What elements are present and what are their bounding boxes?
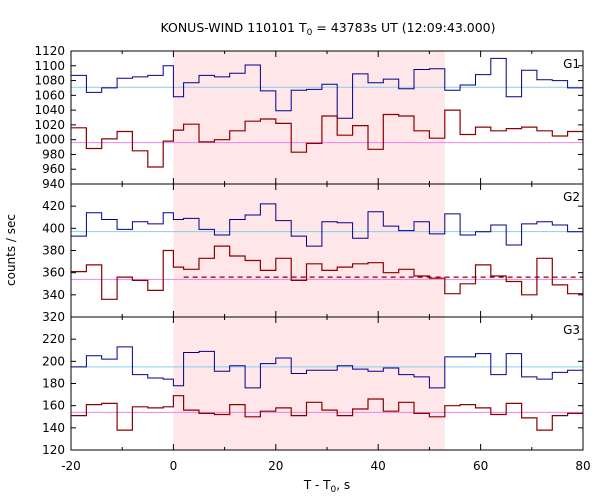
y-tick-label: 1000: [34, 133, 65, 147]
y-tick-label: 220: [42, 332, 65, 346]
chart-title-rest: = 43783s UT (12:09:43.000): [312, 20, 495, 35]
y-tick-label: 180: [42, 377, 65, 391]
x-axis-label-main: T - T: [303, 478, 331, 492]
y-tick-label: 200: [42, 354, 65, 368]
shaded-interval: [173, 51, 445, 450]
y-tick-label: 940: [42, 177, 65, 191]
chart-title-main: KONUS-WIND 110101 T: [160, 20, 306, 35]
panel-label: G3: [563, 323, 580, 337]
y-tick-label: 140: [42, 421, 65, 435]
y-tick-label: 340: [42, 288, 65, 302]
x-tick-label: 0: [170, 459, 178, 473]
panel-g3: 120 140 160 180 200 220 G3: [42, 316, 584, 457]
chart-title: KONUS-WIND 110101 T0 = 43783s UT (12:09:…: [160, 20, 495, 38]
panel-label: G1: [563, 57, 580, 71]
chart-title-subscript: 0: [307, 28, 313, 38]
x-axis-label-rest: , s: [336, 478, 350, 492]
upper-series-line: [71, 203, 583, 247]
y-tick-label: 400: [42, 221, 65, 235]
y-tick-label: 320: [42, 310, 65, 324]
y-tick-label: 360: [42, 266, 65, 280]
upper-series-line: [71, 57, 583, 119]
upper-series-line: [71, 346, 583, 389]
panel-g2: 320 340 360 380 400 420 G2: [42, 183, 584, 324]
lower-series-line: [71, 245, 583, 300]
x-axis-label: T - T0, s: [303, 478, 350, 495]
panel-label: G2: [563, 190, 580, 204]
y-tick-label: 1040: [34, 103, 65, 117]
x-tick-label: 80: [575, 459, 590, 473]
y-tick-label: 160: [42, 399, 65, 413]
y-tick-label: 380: [42, 244, 65, 258]
y-tick-label: 1020: [34, 118, 65, 132]
y-tick-label: 420: [42, 199, 65, 213]
y-tick-label: 1080: [34, 74, 65, 88]
x-axis-label-subscript: 0: [331, 485, 337, 495]
y-tick-label: 960: [42, 162, 65, 176]
lower-series-line: [71, 109, 583, 168]
y-tick-label: 1100: [34, 59, 65, 73]
y-tick-label: 1120: [34, 44, 65, 58]
x-tick-label: 60: [473, 459, 488, 473]
x-tick-label: 40: [371, 459, 386, 473]
y-tick-label: 1060: [34, 88, 65, 102]
x-tick-label: 20: [268, 459, 283, 473]
x-tick-label: -20: [61, 459, 81, 473]
lower-series-line: [71, 395, 583, 431]
y-axis-label: counts / sec: [4, 214, 18, 286]
y-tick-label: 120: [42, 443, 65, 457]
y-tick-label: 980: [42, 147, 65, 161]
